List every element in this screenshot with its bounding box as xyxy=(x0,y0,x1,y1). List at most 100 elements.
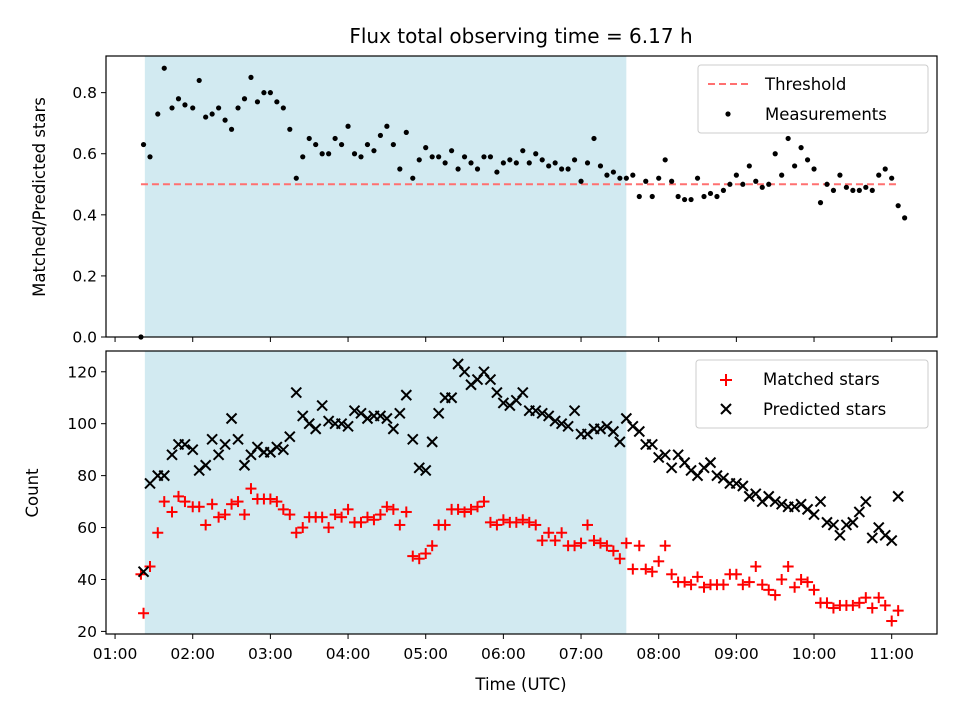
predicted-star-point xyxy=(808,508,820,521)
measurement-point xyxy=(785,135,791,142)
count-x-tick-label: 04:00 xyxy=(326,645,371,663)
matched-star-point xyxy=(420,548,432,560)
predicted-star-point xyxy=(633,425,645,438)
measurement-point xyxy=(824,181,830,187)
measurement-point xyxy=(727,181,733,187)
predicted-star-point xyxy=(407,433,419,445)
count-plot-frame xyxy=(105,350,938,635)
matched-star-point xyxy=(172,490,184,502)
measurement-point xyxy=(261,90,267,96)
matched-star-point xyxy=(368,514,380,526)
measurement-point xyxy=(895,203,901,209)
measurement-point xyxy=(455,166,461,172)
matched-star-point xyxy=(342,503,354,515)
predicted-star-point xyxy=(860,495,872,508)
matched-star-point xyxy=(879,599,891,611)
predicted-legend-swatch xyxy=(720,403,732,415)
measurement-point xyxy=(837,172,843,178)
matched-star-point xyxy=(478,496,490,508)
predicted-star-point xyxy=(206,433,218,445)
matched-star-point xyxy=(743,576,755,588)
x-axis-label: Time (UTC) xyxy=(474,675,566,694)
measurement-point xyxy=(182,102,188,108)
matched-stars-points xyxy=(135,483,904,627)
predicted-star-point xyxy=(866,532,878,544)
measurement-point xyxy=(358,154,364,160)
matched-star-point xyxy=(737,579,749,591)
measurement-point xyxy=(474,166,481,172)
matched-star-point xyxy=(439,519,451,531)
measurement-point xyxy=(597,163,604,169)
predicted-star-point xyxy=(199,459,212,471)
measurement-point xyxy=(675,193,681,200)
measurement-point xyxy=(591,135,597,142)
measurement-point xyxy=(280,105,286,111)
matched-star-point xyxy=(152,527,164,539)
count-shaded-interval xyxy=(144,351,627,634)
measurement-point xyxy=(882,166,888,172)
measurement-point xyxy=(140,141,147,148)
matched-star-point xyxy=(653,555,665,567)
ratio-y-axis-label: Matched/Predicted stars xyxy=(30,97,49,297)
measurement-point xyxy=(604,172,610,178)
matched-star-point xyxy=(138,607,150,619)
matched-star-point xyxy=(575,537,587,549)
measurement-point xyxy=(345,123,351,129)
matched-star-point xyxy=(355,516,367,528)
predicted-star-point xyxy=(814,495,827,508)
measurement-point xyxy=(228,126,235,132)
measurement-point xyxy=(209,111,215,117)
measurement-point xyxy=(559,166,565,172)
predicted-star-point xyxy=(316,399,328,412)
predicted-star-point xyxy=(166,449,178,461)
matched-star-point xyxy=(523,516,535,528)
predicted-star-point xyxy=(212,449,225,461)
measurement-point xyxy=(766,181,772,187)
predicted-star-point xyxy=(530,405,542,417)
matched-star-point xyxy=(769,589,781,601)
count-y-tick-label: 100 xyxy=(67,415,97,433)
measurement-point xyxy=(507,157,513,163)
measurement-point xyxy=(468,160,474,166)
count-x-tick-label: 09:00 xyxy=(714,645,759,663)
measurement-point xyxy=(584,160,591,166)
measurement-point xyxy=(740,181,746,187)
matched-star-point xyxy=(316,511,328,523)
count-x-tick-label: 07:00 xyxy=(559,645,604,663)
predicted-star-point xyxy=(400,389,413,401)
matched-star-point xyxy=(413,553,425,565)
matched-star-point xyxy=(692,571,704,583)
measurement-point xyxy=(546,163,552,169)
measurement-point xyxy=(147,154,153,160)
matched-star-point xyxy=(323,522,335,534)
predicted-star-point xyxy=(704,456,717,469)
predicted-star-point xyxy=(885,534,898,547)
matched-star-point xyxy=(179,496,191,508)
predicted-star-point xyxy=(342,420,354,433)
matched-star-point xyxy=(206,498,218,510)
matched-star-point xyxy=(601,540,613,552)
chart-title: Flux total observing time = 6.17 h xyxy=(349,24,692,48)
matched-star-point xyxy=(226,498,238,510)
matched-star-point xyxy=(607,545,619,557)
count-legend-box xyxy=(695,359,929,429)
measurement-point xyxy=(235,105,241,111)
count-x-tick-label: 05:00 xyxy=(403,645,448,663)
predicted-star-point xyxy=(348,405,361,417)
measurement-point xyxy=(779,172,785,178)
predicted-star-point xyxy=(536,407,548,420)
matched-star-point xyxy=(158,496,170,508)
matched-star-point xyxy=(582,519,594,531)
ratio-y-tick-label: 0.0 xyxy=(72,329,97,347)
ratio-y-tick-label: 0.8 xyxy=(72,84,97,102)
predicted-star-point xyxy=(652,451,665,464)
matched-star-point xyxy=(666,568,678,580)
matched-star-point xyxy=(627,563,639,575)
matched-star-point xyxy=(536,535,548,547)
measurement-point xyxy=(300,154,306,160)
predicted-star-point xyxy=(413,462,425,474)
measurement-point xyxy=(390,141,396,148)
predicted-star-point xyxy=(594,423,607,435)
measurement-point xyxy=(216,105,222,111)
matched-star-point xyxy=(556,527,568,539)
